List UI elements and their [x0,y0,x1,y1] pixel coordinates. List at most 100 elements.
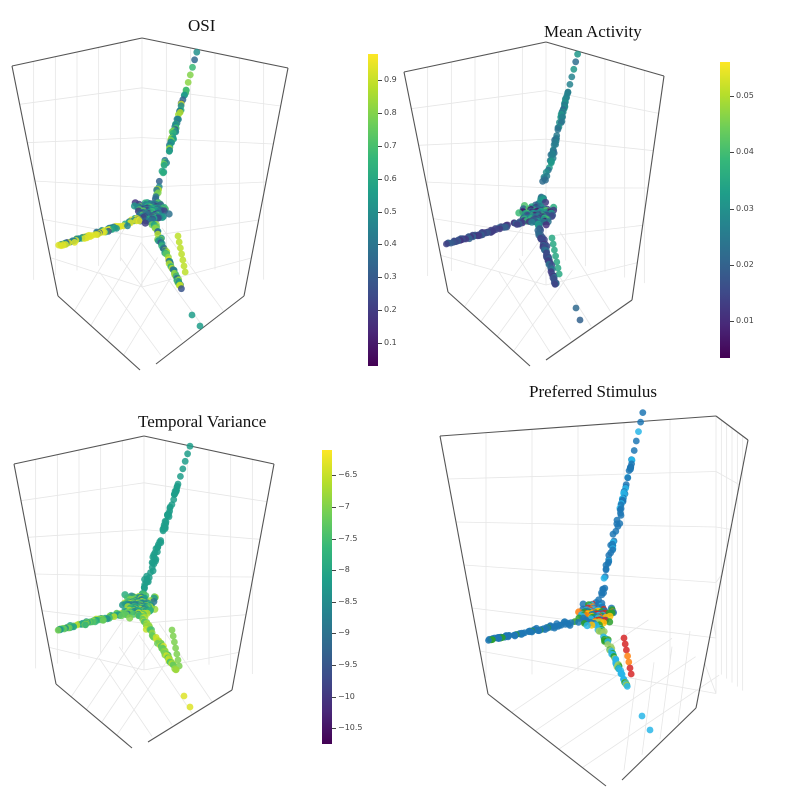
grid-line [41,610,145,624]
data-point [191,56,199,64]
data-point [568,73,576,81]
mean-activity-panel: Mean Activity 0.05 0.04 0.03 0.02 0.01 [396,0,793,396]
colorbar-tick-label: −8.5 [338,596,358,606]
colorbar-tick-label: −9.5 [338,659,358,669]
data-point [495,635,503,642]
data-point [638,712,646,720]
data-point [626,664,634,672]
data-point [193,48,201,56]
grid-line [463,564,717,583]
data-point [554,264,562,272]
data-point [119,601,127,609]
osi-3d-scatter[interactable] [0,0,396,396]
colorbar-tick-label: −8 [338,565,350,575]
data-point [159,527,167,535]
grid-line [418,138,547,146]
data-point [552,252,559,260]
preferred-stimulus-panel: Preferred Stimulus [396,382,793,793]
grid-line [143,482,268,503]
grid-line [158,623,213,702]
grid-line [558,656,696,750]
data-point [179,465,187,473]
grid-line [99,271,162,356]
preferred-stimulus-3d-scatter[interactable] [396,396,793,793]
panel-title: Preferred Stimulus [529,382,657,401]
colorbar-tick-label: 0.4 [384,239,397,249]
axis-edge [439,415,717,437]
grid-line [582,674,720,768]
data-point [542,221,550,229]
data-point [126,614,134,622]
data-point [598,591,606,599]
data-point [579,600,587,608]
mean-activity-3d-scatter[interactable] [396,0,793,396]
data-point [178,250,186,258]
grid-line [496,255,557,337]
grid-line [74,227,126,312]
data-point [574,50,581,58]
data-point [174,656,182,664]
data-point [99,617,107,624]
axis-edge [147,689,233,743]
data-point [625,467,633,474]
data-point [186,703,194,711]
data-point [172,666,180,674]
data-point [175,238,183,246]
axis-edge [231,463,275,691]
data-point [528,218,536,226]
colorbar-tick-label: −6.5 [338,470,358,480]
axis-edge [141,37,289,69]
colorbar-tick-mark [730,321,734,323]
axis-edge [13,463,57,685]
data-point [551,624,558,632]
grid-line [27,137,143,144]
data-point [617,512,625,519]
grid-line [447,471,717,480]
axis-edge [55,683,133,749]
data-point [165,513,173,521]
colorbar-tick-label: 0.7 [384,140,397,150]
grid-line [48,646,145,671]
data-point [639,409,647,416]
colorbar-tick-label: −7.5 [338,533,358,543]
grid-line [50,257,143,288]
data-point [160,161,168,169]
colorbar-tick-mark [378,80,382,82]
osi-panel: OSI 0.9 0.8 0.7 0.6 0.5 0.4 0.3 0.2 0.1 [0,0,397,396]
grid-line [464,225,524,308]
colorbar-tick-label: −7 [338,501,350,511]
data-point [575,618,582,626]
colorbar-tick-label: 0.02 [736,259,754,269]
axis-edge [155,295,245,365]
data-point [572,58,580,66]
data-point [159,169,167,177]
colorbar-tick-label: 0.03 [736,203,754,213]
colorbar-tick-mark [378,211,382,213]
axis-edge [447,291,531,367]
colorbar-tick-mark [730,264,734,266]
grid-line [70,618,125,698]
grid-line [118,646,173,726]
data-point [189,63,196,71]
grid-line [715,471,740,486]
data-point [627,670,635,678]
colorbar-tick-mark [378,244,382,246]
grid-line [513,269,573,352]
data-point [551,246,558,254]
data-point [606,618,614,626]
colorbar-tick-mark [332,664,336,666]
axis-edge [487,693,607,787]
colorbar-tick-mark [730,95,734,97]
temporal-variance-3d-scatter[interactable] [0,396,396,793]
grid-line [143,575,254,578]
grid-line [19,87,143,105]
data-point [155,177,163,185]
colorbar-tick-label: 0.5 [384,206,397,216]
data-point [646,726,654,734]
temporal-variance-panel: Temporal Variance −6.5 −7 −7.5 −8 −8.5 −9 −9.5… [0,396,396,793]
grid-line [101,644,155,723]
colorbar-tick-label: 0.2 [384,305,397,315]
data-point [553,258,561,266]
data-point [171,491,178,498]
colorbar-tick-mark [730,208,734,210]
